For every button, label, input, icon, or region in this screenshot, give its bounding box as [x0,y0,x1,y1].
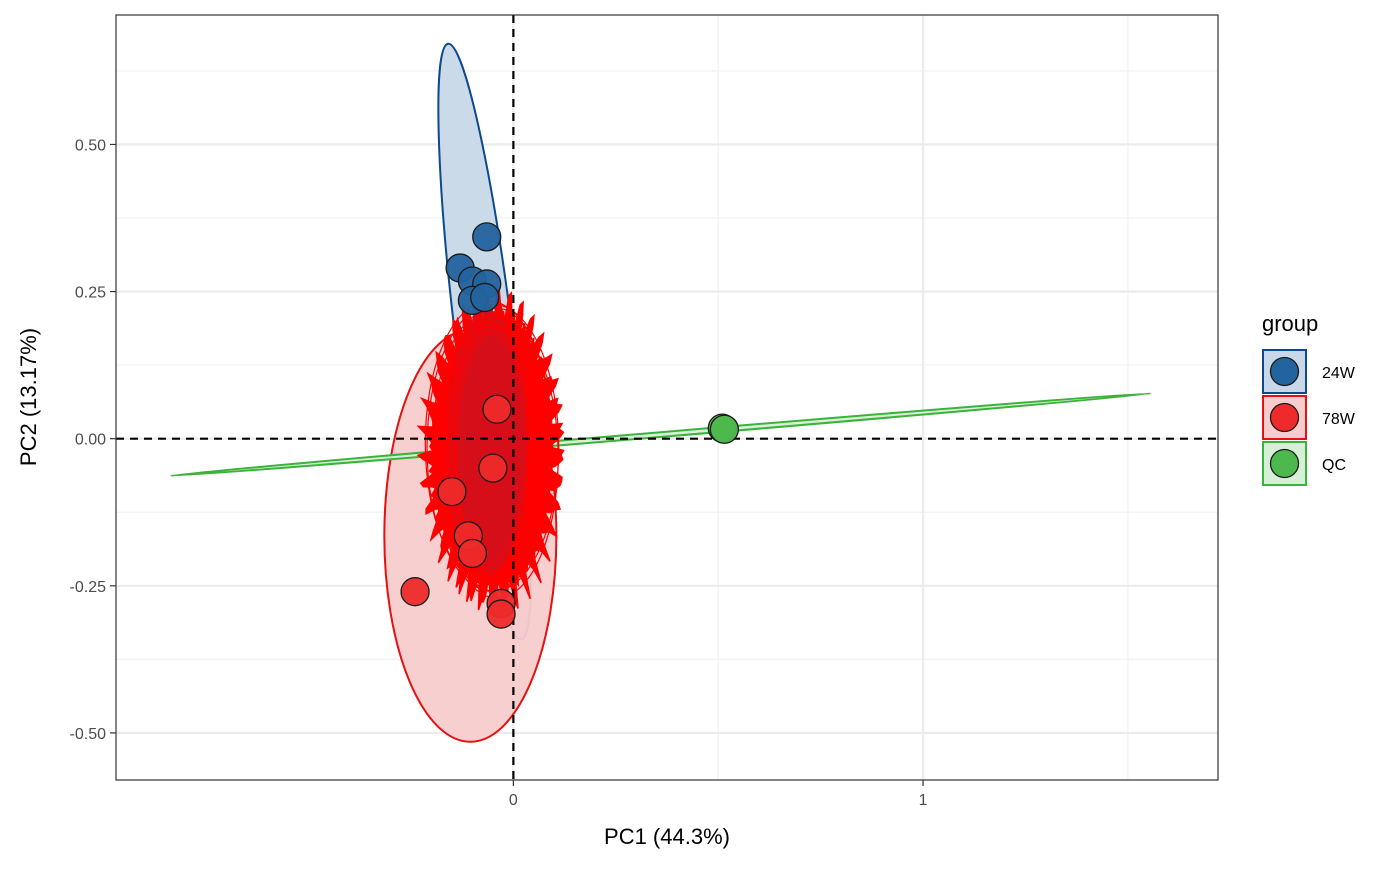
data-points [400,222,740,629]
point-78w [437,477,467,507]
reference-lines [116,15,1218,780]
legend-label-qc: QC [1322,457,1346,474]
ellipse-qc [169,392,1152,477]
dense-overlay [416,286,565,615]
y-tick-label: -0.25 [70,579,107,596]
point-78w [482,394,512,424]
point-24w [472,222,502,252]
point-78w [478,453,508,483]
legend-title: group [1262,311,1318,336]
y-tick-label: -0.50 [70,726,107,743]
y-tick-label: 0.00 [75,432,106,449]
legend-marker-qc [1269,448,1300,479]
axis-ticks: 0 1 0.50 0.25 0.00 -0.25 -0.50 [70,137,928,809]
dense-overlay-core [446,310,528,575]
point-qc [709,414,740,444]
legend-marker-78w [1269,402,1300,433]
point-78w [400,577,430,607]
legend: group 24W 78W QC [1262,311,1356,486]
x-tick-label: 1 [919,792,928,809]
y-tick-label: 0.25 [75,285,106,302]
panel-border [115,14,1219,781]
y-tick-label: 0.50 [75,137,106,154]
legend-label-78w: 78W [1322,411,1356,428]
point-24w [470,282,500,313]
y-axis-title: PC2 (13.17%) [16,328,41,466]
legend-marker-24w [1269,356,1300,387]
point-78w [457,538,488,569]
x-axis-title: PC1 (44.3%) [604,824,730,849]
point-78w [486,599,516,629]
legend-label-24w: 24W [1322,365,1356,382]
x-tick-label: 0 [509,792,518,809]
